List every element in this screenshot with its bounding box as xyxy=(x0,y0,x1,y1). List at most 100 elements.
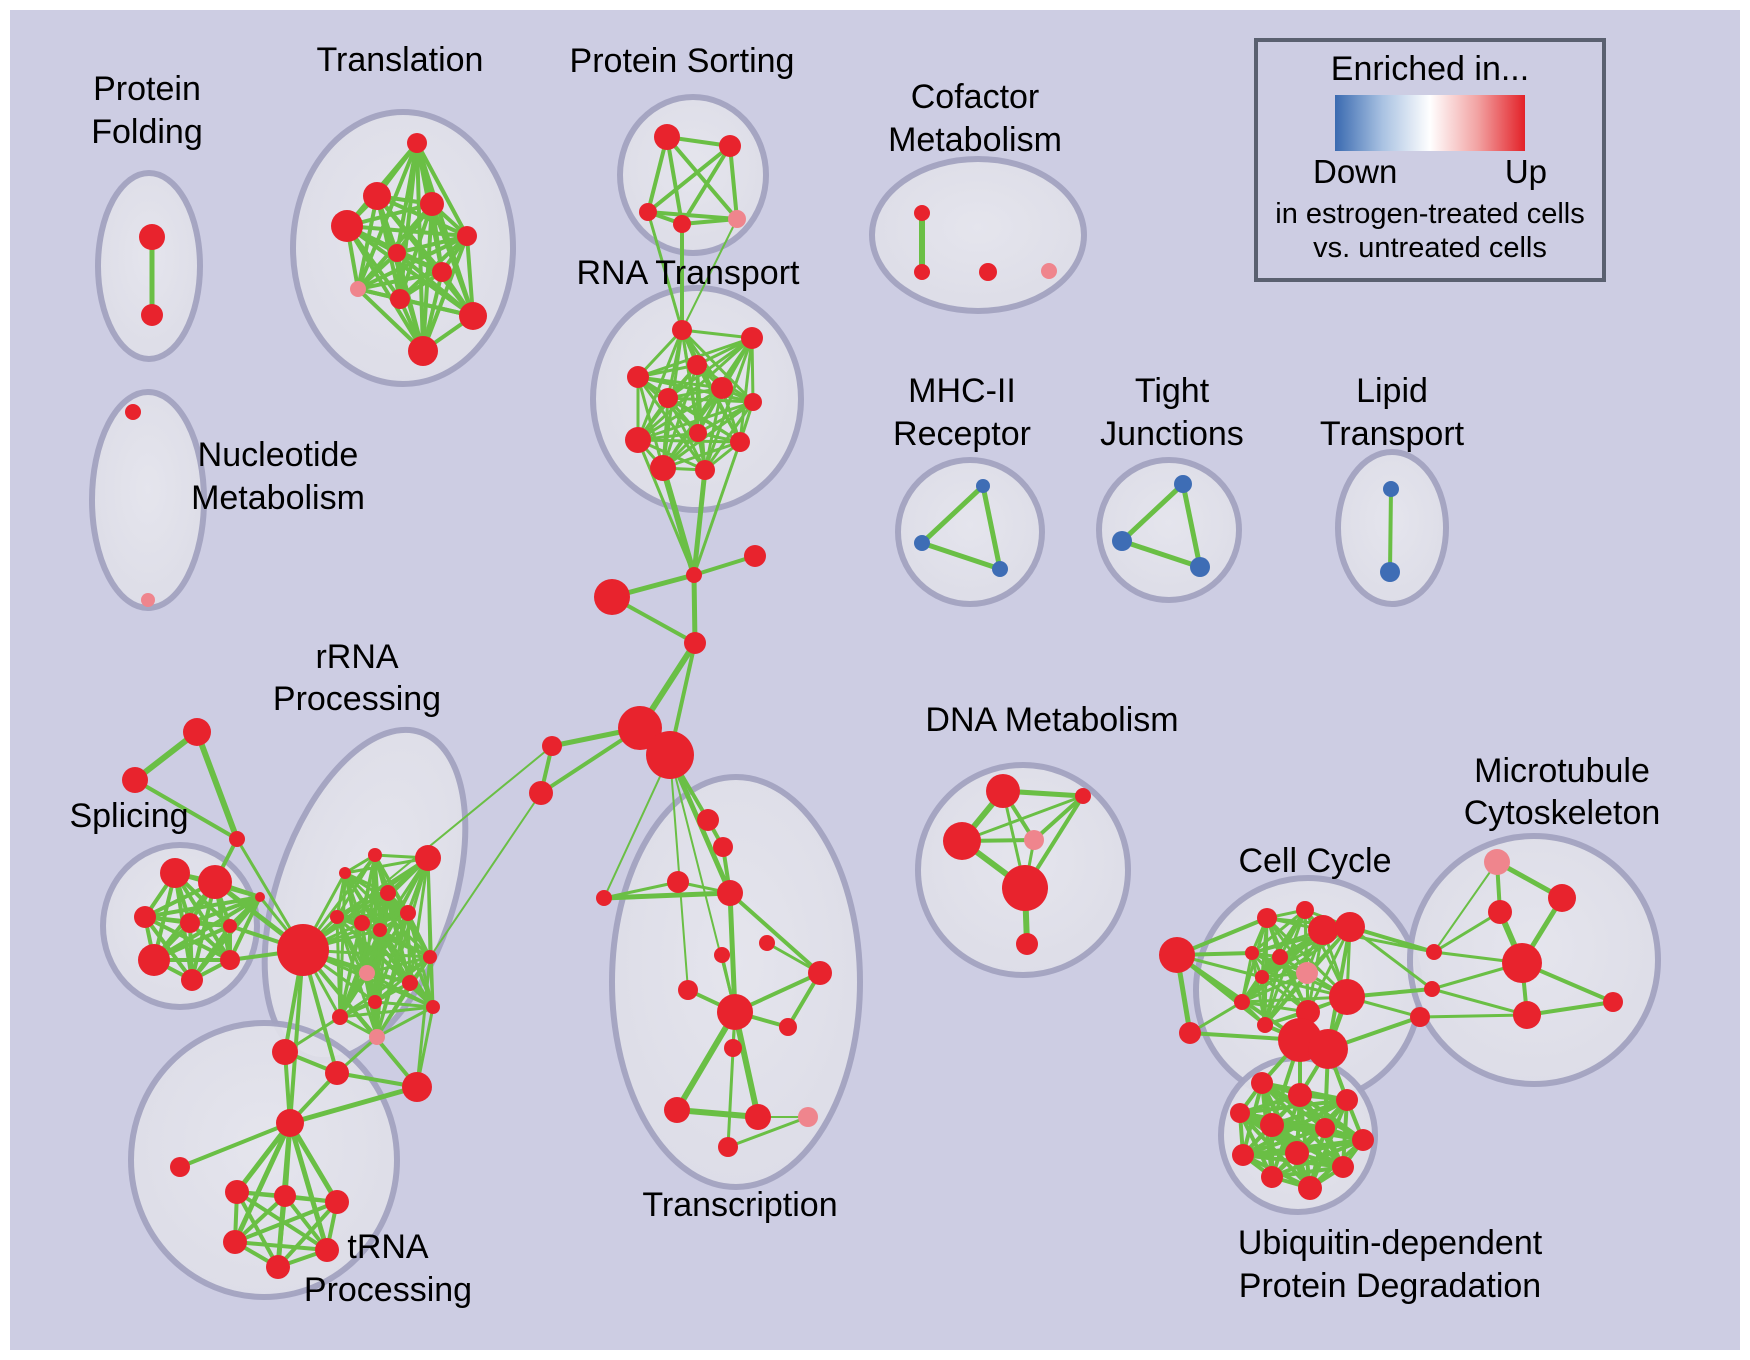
edge xyxy=(1430,987,1529,1017)
edge xyxy=(1240,928,1325,1004)
edge xyxy=(1263,928,1325,1027)
edge xyxy=(178,1121,292,1169)
edge xyxy=(345,224,469,238)
node-rt4 xyxy=(627,366,649,388)
edge xyxy=(636,375,755,404)
node-ub9 xyxy=(1285,1141,1309,1165)
node-rrh xyxy=(277,924,329,976)
node-ch8 xyxy=(529,781,553,805)
edge xyxy=(228,895,262,962)
edge xyxy=(680,144,732,226)
node-tn3 xyxy=(274,1185,296,1207)
node-rr6 xyxy=(415,845,441,871)
node-rt6 xyxy=(658,388,678,408)
node-txi xyxy=(717,994,753,1030)
edge xyxy=(666,396,755,404)
node-cf4 xyxy=(1041,263,1057,279)
cluster-labels: Protein Folding Translation Protein Sorting… xyxy=(69,41,1660,1309)
node-cf3 xyxy=(979,263,997,281)
node-tr4 xyxy=(331,210,363,242)
edge xyxy=(674,1009,738,1113)
edge xyxy=(378,928,432,959)
node-rt7 xyxy=(744,393,762,411)
cluster-lipid-transport-label: Lipid Transport xyxy=(1320,372,1465,453)
node-ps5 xyxy=(728,210,746,228)
cluster-rrna-processing-label: rRNA Processing xyxy=(273,638,441,718)
edge xyxy=(692,440,742,577)
edge xyxy=(143,915,194,982)
node-rr8 xyxy=(400,905,416,921)
node-mc3 xyxy=(1488,900,1512,924)
edge xyxy=(276,1200,339,1269)
edge xyxy=(660,465,697,578)
node-ub12 xyxy=(1298,1176,1322,1200)
edge xyxy=(373,911,410,1004)
edge xyxy=(1032,794,1085,842)
edge xyxy=(415,955,432,1089)
node-ccp2 xyxy=(1308,1029,1348,1069)
edge xyxy=(636,438,742,444)
node-tr3 xyxy=(420,192,444,216)
node-rt3 xyxy=(687,355,707,375)
node-rr13 xyxy=(369,1029,385,1045)
node-tr5 xyxy=(457,226,477,246)
edge xyxy=(235,1190,280,1269)
edge xyxy=(1418,1013,1529,1019)
edge xyxy=(194,729,240,842)
node-txf xyxy=(714,947,730,963)
edge xyxy=(980,483,1003,572)
legend-title: Enriched in... xyxy=(1330,50,1530,88)
node-tr2 xyxy=(363,182,391,210)
node-tr7 xyxy=(432,262,452,282)
edge xyxy=(728,891,822,975)
node-mc1 xyxy=(1484,849,1510,875)
legend-caption: in estrogen-treated cells vs. untreated … xyxy=(1258,197,1602,265)
edge xyxy=(1119,481,1186,544)
node-ch2 xyxy=(744,545,766,567)
node-tn4 xyxy=(325,1190,349,1214)
edge xyxy=(636,375,707,472)
edge xyxy=(680,217,739,226)
node-txo xyxy=(718,1137,738,1157)
node-ub4 xyxy=(1230,1103,1250,1123)
edge xyxy=(234,1120,293,1195)
edge xyxy=(646,210,739,221)
node-ub6 xyxy=(1315,1118,1335,1138)
edge xyxy=(960,794,1085,843)
edge xyxy=(919,483,986,546)
edge xyxy=(665,135,684,226)
node-rr16 xyxy=(402,1072,432,1102)
edge xyxy=(726,1115,810,1149)
legend: Enriched in... Down Up in estrogen-treat… xyxy=(1254,38,1606,282)
node-rr12 xyxy=(332,1009,348,1025)
node-ch5 xyxy=(618,706,662,750)
node-dm1 xyxy=(986,774,1020,808)
node-tj3 xyxy=(1190,557,1210,577)
node-sl1 xyxy=(160,858,190,888)
edge xyxy=(681,218,738,331)
node-rt10 xyxy=(730,432,750,452)
node-ub8 xyxy=(1232,1144,1254,1166)
edge xyxy=(636,328,684,442)
edge xyxy=(665,135,739,221)
node-ps1 xyxy=(654,124,680,150)
edge xyxy=(1306,925,1352,1014)
node-txb xyxy=(713,837,733,857)
node-cc6 xyxy=(1272,949,1288,965)
cluster-cell-cycle-label: Cell Cycle xyxy=(1238,842,1391,880)
edge xyxy=(680,328,755,404)
legend-caption-line1: in estrogen-treated cells xyxy=(1275,198,1585,230)
legend-gradient-bar xyxy=(1335,95,1525,151)
edge xyxy=(365,955,432,975)
edge xyxy=(338,853,377,1019)
edge xyxy=(152,895,262,962)
edge xyxy=(674,1107,761,1120)
edge xyxy=(1250,908,1307,955)
node-tn1 xyxy=(170,1157,190,1177)
edge xyxy=(188,895,262,925)
cluster-tight-junctions-ellipse xyxy=(1096,457,1242,603)
node-rr7 xyxy=(373,923,387,937)
cluster-rna-transport-label: RNA Transport xyxy=(577,254,801,292)
node-lt2 xyxy=(1380,562,1400,582)
edge xyxy=(666,396,742,444)
